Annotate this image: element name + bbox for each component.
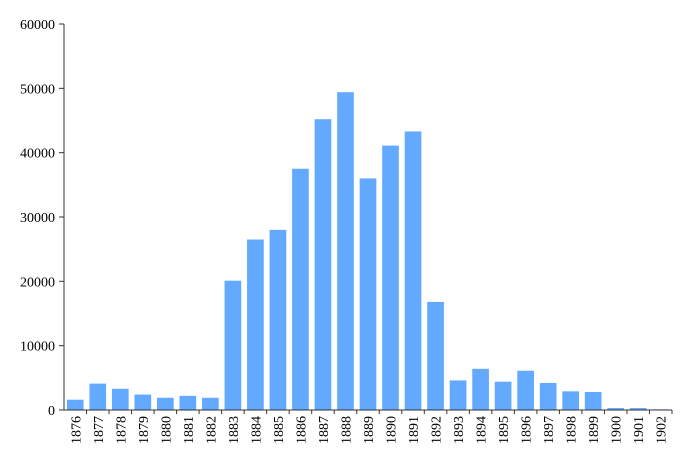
bar-1895 [494,381,512,410]
bar-1900 [607,408,625,410]
bar-1881 [179,395,197,410]
y-tick-label: 40000 [20,147,55,162]
bar-1893 [449,380,467,410]
x-tick-label: 1885 [272,416,287,444]
x-tick-label: 1889 [362,416,377,444]
y-axis-ticks: 0 10000 20000 30000 40000 50000 60000 [20,18,64,419]
bar-1880 [157,397,174,410]
x-tick-label: 1878 [114,416,129,444]
y-tick-label: 0 [48,404,55,419]
bar-1901 [629,408,647,410]
bar-1896 [517,370,534,410]
bar-1885 [269,229,287,410]
x-tick-label: 1880 [159,416,174,444]
y-tick-label: 60000 [20,18,55,33]
bar-1897 [539,382,557,410]
x-tick-label: 1877 [92,416,107,444]
x-tick-label: 1895 [497,416,512,444]
bar-1877 [89,383,107,410]
x-tick-label: 1892 [430,416,445,444]
y-tick-label: 20000 [20,275,55,290]
bar-1884 [247,239,264,410]
bar-1886 [292,168,309,410]
bar-1879 [134,394,152,410]
x-tick-label: 1886 [294,416,309,444]
bar-1892 [427,301,444,410]
x-tick-label: 1901 [632,416,647,444]
x-tick-label: 1884 [249,416,264,444]
x-tick-label: 1876 [69,416,84,444]
x-tick-label: 1902 [655,416,670,444]
bar-1889 [359,178,377,410]
x-tick-label: 1888 [339,416,354,444]
y-tick-label: 50000 [20,82,55,97]
bar-1890 [382,145,399,410]
bar-1878 [111,388,129,410]
bar-1882 [202,397,219,410]
x-tick-label: 1899 [587,416,602,444]
x-tick-label: 1893 [452,416,467,444]
bar-1899 [584,391,602,410]
bar-1887 [314,119,332,411]
bar-1898 [562,391,579,410]
y-tick-label: 10000 [20,340,55,355]
bar-1891 [404,131,422,411]
x-tick-label: 1891 [407,416,422,444]
bar-1888 [337,92,354,411]
x-tick-label: 1881 [182,416,197,444]
bars [66,92,670,411]
x-tick-label: 1896 [520,416,535,444]
x-tick-label: 1879 [137,416,152,444]
x-tick-label: 1897 [542,416,557,444]
x-tick-label: 1890 [385,416,400,444]
x-tick-label: 1887 [317,416,332,444]
x-tick-label: 1900 [610,416,625,444]
bar-1883 [224,280,242,410]
x-tick-label: 1883 [227,416,242,444]
x-tick-label: 1894 [475,416,490,444]
bar-1894 [472,368,489,410]
bar-1876 [66,399,84,410]
x-tick-label: 1882 [204,416,219,444]
x-axis-ticks: 1876 1877 1878 1879 1880 1881 1882 1883 1884 1885… [69,410,673,444]
y-tick-label: 30000 [20,211,55,226]
x-tick-label: 1898 [565,416,580,444]
